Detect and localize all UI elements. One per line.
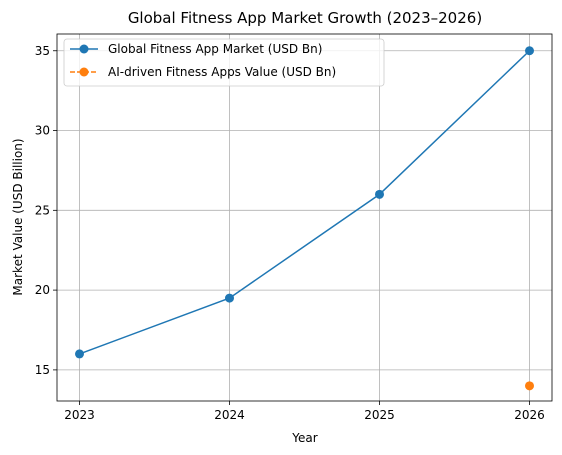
y-axis-label: Market Value (USD Billion) bbox=[11, 138, 25, 295]
x-axis-label: Year bbox=[291, 431, 317, 445]
legend-marker-1 bbox=[79, 44, 89, 54]
legend: Global Fitness App Market (USD Bn) AI-dri… bbox=[63, 38, 385, 87]
series-1-point bbox=[225, 293, 234, 303]
x-tick-label: 2026 bbox=[514, 408, 545, 422]
series-layer bbox=[75, 46, 534, 391]
legend-marker-2 bbox=[79, 67, 89, 77]
series-1-line bbox=[79, 50, 531, 355]
series-2-point bbox=[525, 381, 534, 391]
y-tick-label: 35 bbox=[35, 44, 50, 58]
x-tick-label: 2023 bbox=[64, 408, 95, 422]
y-tick-label: 20 bbox=[35, 283, 50, 297]
series-1-point bbox=[375, 189, 384, 199]
legend-box bbox=[63, 38, 385, 87]
x-tick-label: 2024 bbox=[214, 408, 245, 422]
plot-frame bbox=[56, 33, 553, 402]
y-tick-label: 25 bbox=[35, 203, 50, 217]
legend-label-2: AI-driven Fitness Apps Value (USD Bn) bbox=[108, 65, 336, 79]
chart-title: Global Fitness App Market Growth (2023–2… bbox=[128, 9, 482, 27]
x-tick-label: 2025 bbox=[364, 408, 395, 422]
series-1-point bbox=[525, 46, 534, 56]
legend-label-1: Global Fitness App Market (USD Bn) bbox=[108, 42, 322, 56]
series-1-point bbox=[75, 349, 84, 359]
y-tick-label: 30 bbox=[35, 124, 50, 138]
y-tick-label: 15 bbox=[35, 363, 50, 377]
grid-lines bbox=[57, 34, 552, 401]
